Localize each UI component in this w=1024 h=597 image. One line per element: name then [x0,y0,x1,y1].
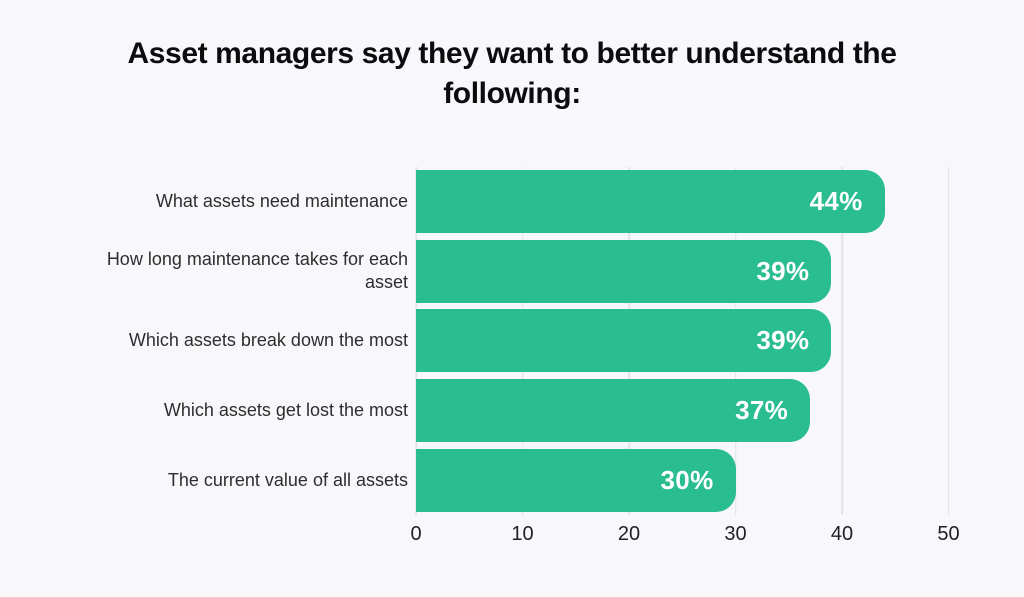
bar-value-label: 37% [735,395,789,426]
x-axis-tick-label: 50 [937,523,960,545]
bar: 39% [416,309,832,373]
x-axis: 0 10 20 30 40 50 [410,522,959,548]
category-label: How long maintenance takes for each asse… [106,249,408,293]
category-cell: How long maintenance takes for each asse… [0,248,408,294]
bar-value-label: 39% [756,255,810,286]
bar-track: 39% [416,306,949,376]
bar-chart: What assets need maintenance 44% How long … [0,167,1024,515]
bar-row: Which assets get lost the most 37% [0,376,1024,446]
bar-row: Which assets break down the most 39% [0,306,1024,376]
bar: 37% [416,379,811,443]
bar-value-label: 39% [756,325,810,356]
category-label: The current value of all assets [167,469,408,490]
category-label: What assets need maintenance [155,191,408,212]
gridline [841,167,843,515]
bar-row: The current value of all assets 30% [0,445,1024,515]
bar-track: 30% [416,445,949,515]
x-axis-tick-label: 40 [830,523,854,545]
gridline [947,167,950,515]
bar-row: What assets need maintenance 44% [0,167,1024,237]
category-label: Which assets break down the most [128,330,408,351]
bar-track: 44% [416,167,949,237]
bar-value-label: 30% [660,464,714,495]
bar-track: 39% [416,237,949,307]
bar-track: 37% [416,376,949,446]
category-cell: Which assets get lost the most [0,399,408,422]
bar-rows: What assets need maintenance 44% How long … [0,167,1024,515]
chart-title-line2: following: [443,77,581,110]
chart-title-line1: Asset managers say they want to better u… [127,37,897,70]
x-axis-tick-label: 30 [724,523,747,545]
bar-value-label: 44% [809,186,863,217]
bar-row: How long maintenance takes for each asse… [0,237,1024,307]
category-cell: Which assets break down the most [0,329,408,352]
category-cell: What assets need maintenance [0,190,408,213]
category-cell: The current value of all assets [0,469,408,492]
x-axis-tick-label: 20 [617,523,641,545]
x-axis-tick-label: 0 [410,523,422,545]
category-label: Which assets get lost the most [163,400,408,421]
chart-title: Asset managers say they want to better u… [0,34,1024,114]
bar: 39% [416,239,832,303]
bar: 30% [416,448,736,512]
x-axis-tick-label: 10 [511,523,534,545]
bar: 44% [416,170,885,234]
